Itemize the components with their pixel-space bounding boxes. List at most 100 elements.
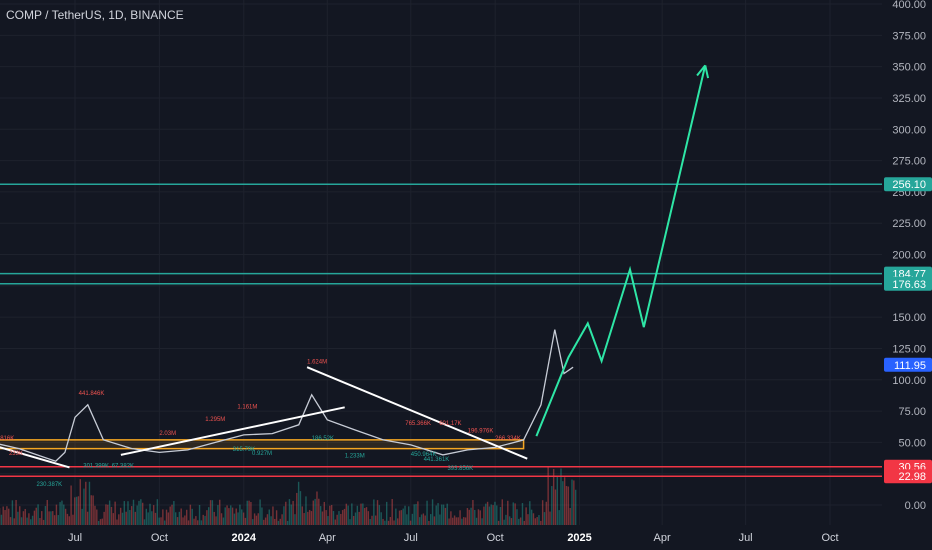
volume-bar xyxy=(545,501,548,525)
volume-bar xyxy=(35,507,37,525)
volume-bar xyxy=(204,515,206,525)
volume-label: 230.387K xyxy=(36,482,62,488)
volume-bar xyxy=(283,506,285,525)
volume-bar xyxy=(206,510,208,525)
volume-bar xyxy=(398,510,401,525)
volume-bar xyxy=(523,520,525,525)
volume-bar xyxy=(468,509,470,525)
volume-bar xyxy=(382,518,384,525)
volume-bar xyxy=(244,517,247,525)
volume-bar xyxy=(202,514,204,525)
volume-bar xyxy=(422,513,425,525)
volume-bar xyxy=(37,504,39,525)
volume-bar xyxy=(140,499,142,525)
y-tick-label: 375.00 xyxy=(892,30,926,42)
volume-bar xyxy=(101,518,104,525)
volume-bar xyxy=(470,507,472,525)
volume-bar xyxy=(285,501,287,525)
volume-bar xyxy=(130,506,133,525)
volume-bar xyxy=(191,508,193,525)
volume-bar xyxy=(189,504,192,525)
volume-bar xyxy=(442,504,445,525)
volume-bar xyxy=(158,517,160,525)
volume-bar xyxy=(532,513,535,525)
volume-bar xyxy=(404,505,406,525)
volume-bar xyxy=(20,517,23,525)
y-tick-label: 125.00 xyxy=(892,343,926,355)
volume-bar xyxy=(0,514,3,525)
volume-label: 67.382K xyxy=(112,463,134,469)
volume-bar xyxy=(17,511,19,525)
volume-bar xyxy=(318,498,320,525)
volume-bar xyxy=(441,504,443,525)
volume-bar xyxy=(329,505,331,525)
volume-bar xyxy=(213,511,215,525)
volume-bar xyxy=(556,476,559,525)
volume-bar xyxy=(182,517,184,525)
volume-bar xyxy=(184,515,186,525)
volume-bar xyxy=(169,506,171,525)
volume-bar xyxy=(48,511,50,525)
volume-bar xyxy=(363,508,366,525)
volume-bar xyxy=(508,516,511,525)
volume-bar xyxy=(437,503,439,525)
volume-bar xyxy=(230,505,232,525)
x-tick-label: Oct xyxy=(821,532,838,544)
volume-bar xyxy=(459,510,461,525)
volume-bar xyxy=(248,500,250,525)
volume-bar xyxy=(257,513,259,525)
volume-bar xyxy=(11,500,14,525)
volume-bar xyxy=(224,507,226,525)
volume-bar xyxy=(165,509,168,525)
volume-bar xyxy=(250,501,252,525)
volume-bar xyxy=(457,517,459,525)
volume-label: 1.233M xyxy=(345,453,365,459)
volume-bar xyxy=(31,515,34,525)
volume-bar xyxy=(486,501,489,525)
volume-bar xyxy=(373,499,375,525)
volume-bar xyxy=(516,509,518,525)
volume-bar xyxy=(308,509,311,525)
y-tick-label: 400.00 xyxy=(892,0,926,11)
volume-bar xyxy=(83,488,85,525)
volume-label: 233K xyxy=(9,451,23,457)
volume-bar xyxy=(97,520,100,525)
volume-bar xyxy=(19,506,21,525)
volume-bar xyxy=(415,504,417,525)
volume-bar xyxy=(325,510,327,525)
volume-bar xyxy=(358,511,360,525)
volume-label: 393.856K xyxy=(447,466,473,472)
volume-bar xyxy=(547,466,549,525)
volume-bar xyxy=(274,518,276,525)
level-price-badge xyxy=(884,177,932,192)
volume-bar xyxy=(4,510,6,525)
volume-bar xyxy=(46,499,48,525)
volume-bar xyxy=(332,511,335,525)
volume-bar xyxy=(33,510,36,525)
volume-bar xyxy=(573,480,575,525)
volume-bar xyxy=(530,509,533,525)
volume-bar xyxy=(6,506,8,525)
volume-bar xyxy=(299,491,302,525)
volume-bar xyxy=(549,511,551,525)
volume-bar xyxy=(288,499,291,525)
volume-bar xyxy=(96,509,98,525)
volume-bar xyxy=(193,518,195,525)
volume-bar xyxy=(129,510,131,525)
volume-label: 315.79K xyxy=(233,447,255,453)
volume-bar xyxy=(461,518,463,525)
volume-bar xyxy=(66,513,69,525)
volume-bar xyxy=(376,500,379,525)
volume-bar xyxy=(452,517,454,525)
volume-bar xyxy=(310,511,313,525)
volume-bar xyxy=(565,486,568,525)
volume-bar xyxy=(464,517,467,525)
volume-label: 441.846K xyxy=(79,391,105,397)
volume-bar xyxy=(141,502,144,525)
volume-bar xyxy=(246,500,248,525)
volume-bar xyxy=(417,501,419,525)
y-tick-label: 50.00 xyxy=(898,437,926,449)
volume-bar xyxy=(349,519,351,525)
